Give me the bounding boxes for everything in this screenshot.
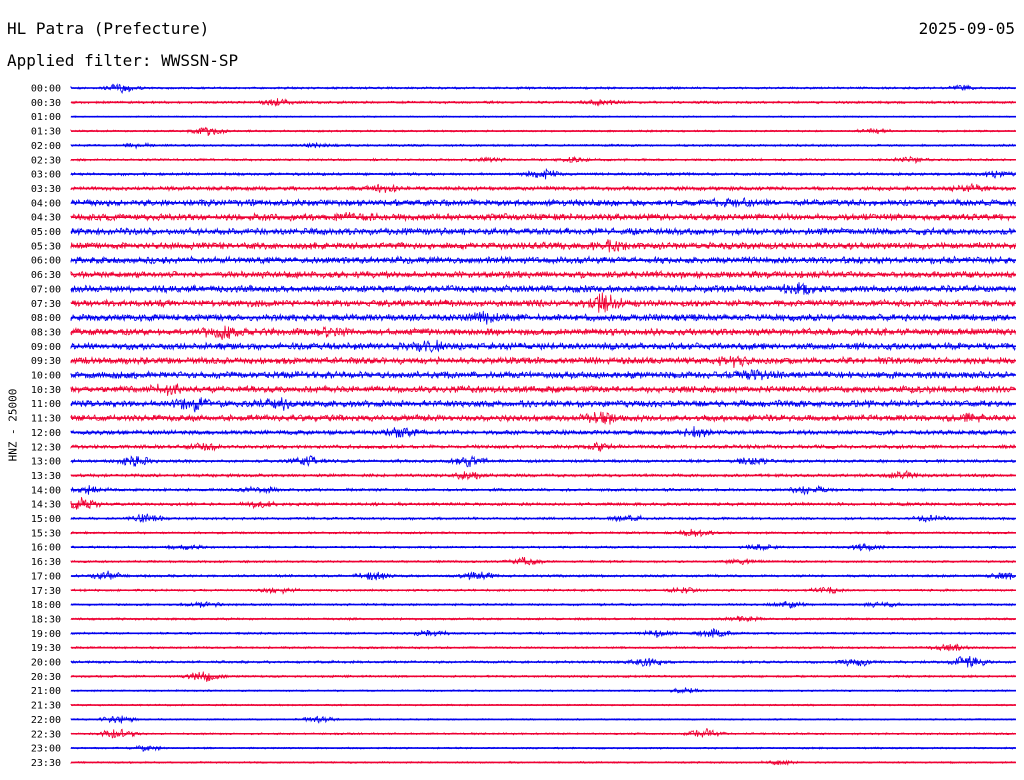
tick-label: 15:00 [31, 514, 61, 525]
tick-label: 06:30 [31, 270, 61, 281]
tick-label: 11:00 [31, 399, 61, 410]
tick-label: 17:30 [31, 586, 61, 597]
tick-label: 23:30 [31, 758, 61, 769]
filter-label: Applied filter: WWSSN-SP [7, 51, 239, 70]
trace-line [70, 310, 1016, 325]
tick-label: 18:30 [31, 614, 61, 625]
trace-line [70, 211, 1016, 223]
tick-label: 10:30 [31, 385, 61, 396]
tick-label: 21:30 [31, 701, 61, 712]
tick-label: 18:00 [31, 600, 61, 611]
tick-label: 21:00 [31, 686, 61, 697]
tick-label: 22:30 [31, 729, 61, 740]
tick-label: 15:30 [31, 528, 61, 539]
trace-line [70, 269, 1016, 280]
trace-line [70, 383, 1016, 396]
trace-line [70, 397, 1016, 413]
tick-label: 14:00 [31, 485, 61, 496]
tick-label: 12:00 [31, 428, 61, 439]
tick-label: 16:00 [31, 543, 61, 554]
tick-label: 09:30 [31, 356, 61, 367]
tick-label: 14:30 [31, 500, 61, 511]
trace-line [70, 226, 1016, 237]
tick-label: 16:30 [31, 557, 61, 568]
tick-label: 04:30 [31, 213, 61, 224]
tick-label: 04:00 [31, 198, 61, 209]
tick-label: 10:00 [31, 371, 61, 382]
tick-label: 13:30 [31, 471, 61, 482]
station-title: HL Patra (Prefecture) [7, 19, 210, 38]
trace-line [70, 355, 1016, 368]
tick-label: 02:30 [31, 155, 61, 166]
tick-label: 09:00 [31, 342, 61, 353]
tick-label: 11:30 [31, 414, 61, 425]
tick-label: 13:00 [31, 457, 61, 468]
tick-label: 19:30 [31, 643, 61, 654]
trace-line [70, 426, 1016, 438]
tick-label: 19:00 [31, 629, 61, 640]
tick-label: 20:30 [31, 672, 61, 683]
tick-label: 08:30 [31, 327, 61, 338]
tick-label: 00:30 [31, 98, 61, 109]
tick-label: 07:00 [31, 284, 61, 295]
tick-label: 20:00 [31, 658, 61, 669]
tick-label: 22:00 [31, 715, 61, 726]
trace-line [70, 325, 1016, 340]
trace-line [70, 292, 1016, 313]
tick-label: 05:30 [31, 241, 61, 252]
tick-label: 12:30 [31, 442, 61, 453]
trace-line [70, 239, 1016, 253]
tick-label: 03:30 [31, 184, 61, 195]
tick-label: 01:30 [31, 127, 61, 138]
record-date: 2025-09-05 [918, 19, 1015, 38]
tick-label: 05:00 [31, 227, 61, 238]
tick-label: 23:00 [31, 744, 61, 755]
tick-label: 02:00 [31, 141, 61, 152]
tick-label: 01:00 [31, 112, 61, 123]
tick-label: 03:00 [31, 170, 61, 181]
tick-label: 00:00 [31, 84, 61, 95]
tick-label: 17:00 [31, 571, 61, 582]
tick-label: 06:00 [31, 256, 61, 267]
tick-label: 08:00 [31, 313, 61, 324]
tick-label: 07:30 [31, 299, 61, 310]
